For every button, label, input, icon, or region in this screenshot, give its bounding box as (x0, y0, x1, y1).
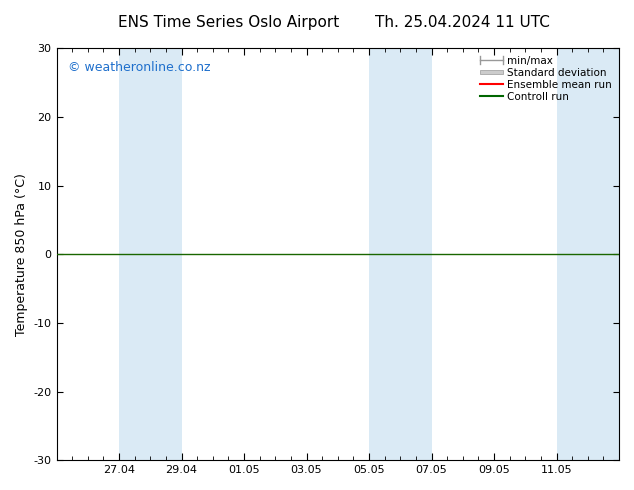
Bar (369, 49, 432, 460)
Legend: min/max, Standard deviation, Ensemble mean run, Controll run: min/max, Standard deviation, Ensemble me… (478, 53, 614, 104)
Text: © weatheronline.co.nz: © weatheronline.co.nz (68, 61, 210, 74)
Bar (557, 49, 619, 460)
Text: ENS Time Series Oslo Airport: ENS Time Series Oslo Airport (118, 15, 339, 30)
Bar (119, 49, 181, 460)
Text: Th. 25.04.2024 11 UTC: Th. 25.04.2024 11 UTC (375, 15, 550, 30)
Y-axis label: Temperature 850 hPa (°C): Temperature 850 hPa (°C) (15, 173, 28, 336)
